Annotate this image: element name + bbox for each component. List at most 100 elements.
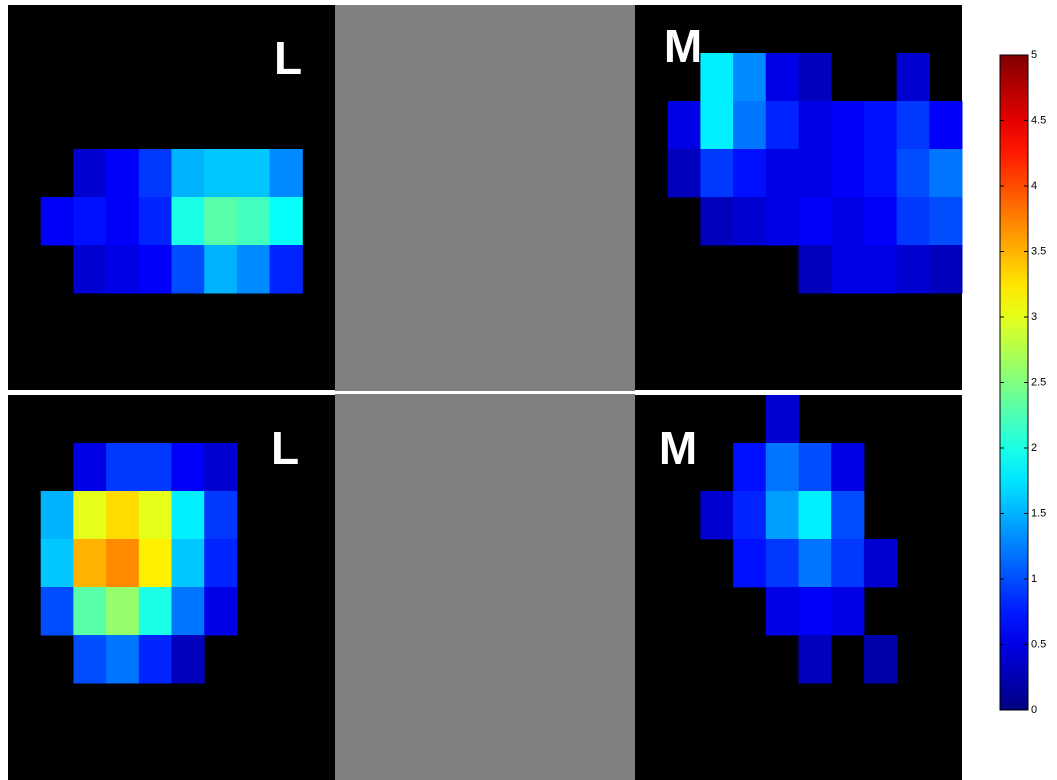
colorbar-tick-label: 3.5 — [1031, 245, 1046, 257]
heat-cell — [204, 197, 238, 246]
heat-cell — [765, 149, 799, 198]
colorbar-tick-label: 2 — [1031, 442, 1037, 454]
heat-cell — [171, 245, 205, 294]
heat-cell — [236, 197, 271, 246]
heat-cell — [765, 587, 799, 636]
heat-cell — [896, 101, 930, 150]
heat-cell — [765, 395, 799, 444]
heat-cell — [171, 587, 205, 636]
heat-cell — [929, 101, 963, 150]
heat-cell — [765, 539, 799, 588]
heat-cell — [798, 635, 832, 684]
heat-cell — [700, 197, 734, 246]
heat-cell — [269, 197, 303, 246]
heat-cell — [863, 101, 898, 150]
heat-cell — [73, 443, 107, 492]
heat-cell — [863, 635, 898, 684]
heat-cell — [798, 491, 832, 540]
heat-cell — [831, 539, 865, 588]
heat-cell — [765, 53, 799, 102]
heat-cell — [106, 245, 140, 294]
heat-cell — [733, 149, 767, 198]
heat-cell — [204, 539, 238, 588]
colorbar — [999, 54, 1029, 711]
heat-cell — [40, 587, 74, 636]
heat-cell — [929, 149, 963, 198]
panel-label: M — [664, 20, 702, 72]
heat-cell — [798, 197, 832, 246]
heat-cell — [40, 491, 74, 540]
heat-cell — [831, 149, 865, 198]
heat-cell — [138, 539, 172, 588]
heat-cell — [765, 491, 799, 540]
heat-cell — [831, 443, 865, 492]
panel-label: M — [659, 422, 697, 474]
heat-cell — [896, 53, 930, 102]
heat-cell — [40, 539, 74, 588]
heat-cell — [733, 101, 767, 150]
heat-cell — [798, 245, 832, 294]
heat-cell — [171, 197, 205, 246]
heat-cell — [73, 197, 107, 246]
colorbar-tick-label: 5 — [1031, 49, 1037, 61]
heat-cell — [765, 443, 799, 492]
heat-cell — [106, 491, 140, 540]
heat-cell — [667, 101, 701, 150]
heat-cell — [700, 53, 734, 102]
heat-cell — [733, 491, 767, 540]
heat-cell — [831, 587, 865, 636]
heat-cell — [863, 149, 898, 198]
heat-cell — [73, 635, 107, 684]
colorbar-tick-label: 1.5 — [1031, 507, 1046, 519]
colorbar-tick-label: 1 — [1031, 573, 1037, 585]
colorbar-tick-label: 0 — [1031, 704, 1037, 716]
colorbar-tick-label: 0.5 — [1031, 638, 1046, 650]
colorbar-tick-label: 4.5 — [1031, 114, 1046, 126]
heat-cell — [73, 149, 107, 198]
heat-cell — [863, 197, 898, 246]
heat-cell — [929, 197, 963, 246]
heat-cell — [138, 197, 172, 246]
heat-cell — [138, 245, 172, 294]
heat-cell — [863, 245, 898, 294]
heat-cell — [831, 197, 865, 246]
heat-cell — [106, 197, 140, 246]
heat-cell — [236, 149, 271, 198]
heat-cell — [40, 197, 74, 246]
heat-cell — [171, 491, 205, 540]
colorbar-tick-label: 4 — [1031, 180, 1037, 192]
heat-cell — [700, 491, 734, 540]
heat-cell — [236, 245, 271, 294]
heat-cell — [733, 443, 767, 492]
heat-cell — [269, 149, 303, 198]
heat-cell — [204, 245, 238, 294]
heat-cell — [896, 245, 930, 294]
heat-cell — [171, 539, 205, 588]
heat-cell — [106, 539, 140, 588]
heat-cell — [733, 197, 767, 246]
heat-cell — [733, 539, 767, 588]
heat-cell — [798, 587, 832, 636]
panel-label: L — [271, 422, 299, 474]
heat-cell — [896, 197, 930, 246]
heat-cell — [831, 101, 865, 150]
heat-cell — [204, 491, 238, 540]
heat-cell — [798, 101, 832, 150]
heat-cell — [798, 149, 832, 198]
heat-cell — [73, 491, 107, 540]
heat-cell — [106, 443, 140, 492]
heat-cell — [73, 539, 107, 588]
heat-cell — [138, 443, 172, 492]
heat-cell — [863, 539, 898, 588]
panel-label: L — [274, 32, 302, 84]
heat-cell — [667, 149, 701, 198]
heat-cell — [269, 245, 303, 294]
heat-cell — [204, 443, 238, 492]
heat-cell — [204, 149, 238, 198]
heat-cell — [138, 635, 172, 684]
heat-cell — [106, 635, 140, 684]
colorbar-tick-label: 3 — [1031, 311, 1037, 323]
heat-cell — [700, 101, 734, 150]
heat-cell — [798, 539, 832, 588]
